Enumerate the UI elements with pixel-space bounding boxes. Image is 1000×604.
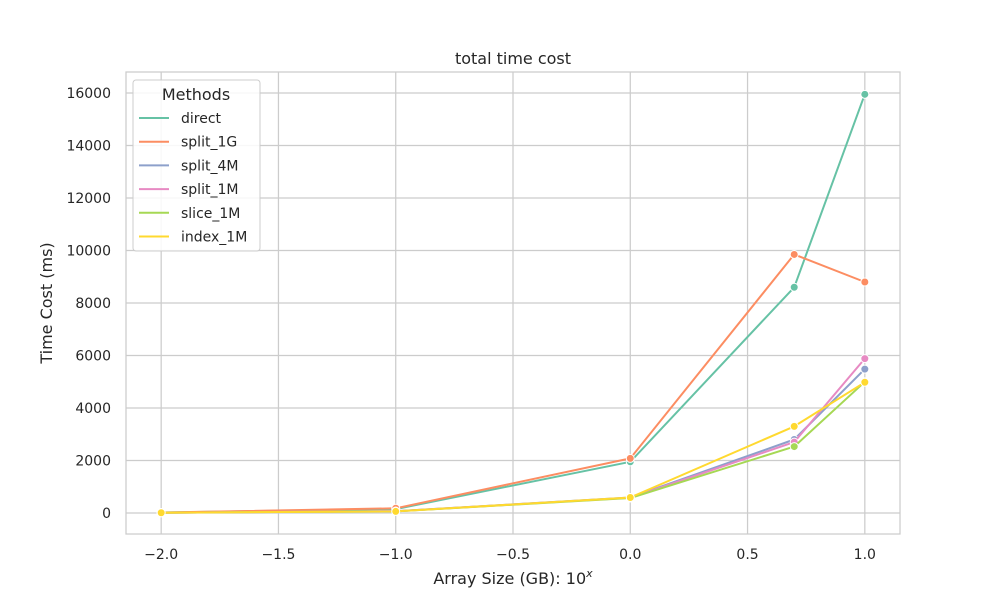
y-tick-labels: 0 2000 4000 6000 8000 10000 12000 14000 16000: [66, 86, 111, 522]
y-tick-label: 12000: [66, 191, 111, 207]
y-tick-label: 4000: [75, 401, 111, 417]
data-point: [789, 421, 799, 431]
data-point: [156, 508, 166, 518]
x-tick-label: −1.5: [261, 547, 295, 563]
y-tick-label: 8000: [75, 296, 111, 312]
x-tick-labels: −2.0 −1.5 −1.0 −0.5 0.0 0.5 1.0: [144, 547, 876, 563]
legend-label: split_1M: [181, 182, 238, 198]
legend-title: Methods: [162, 85, 230, 104]
y-tick-label: 10000: [66, 244, 111, 260]
data-point: [860, 354, 870, 364]
x-axis-title-text: Array Size (GB): 10: [433, 569, 586, 588]
data-point: [625, 493, 635, 503]
y-tick-label: 6000: [75, 349, 111, 365]
legend-label: direct: [181, 111, 222, 127]
x-tick-label: 0.0: [619, 547, 641, 563]
legend-item-split_1G: split_1G: [139, 135, 237, 151]
data-point: [625, 453, 635, 463]
data-point: [789, 442, 799, 452]
legend-box: [132, 79, 261, 252]
series-layer: [156, 89, 870, 518]
y-tick-label: 16000: [66, 86, 111, 102]
legend-label: slice_1M: [181, 206, 240, 222]
series-index_1M: [156, 377, 870, 518]
legend-item-split_1M: split_1M: [139, 182, 238, 198]
y-tick-label: 0: [102, 506, 111, 522]
data-point: [391, 506, 401, 516]
legend-item-split_4M: split_4M: [139, 158, 238, 174]
grid: [126, 72, 900, 534]
legend-label: split_4M: [181, 158, 238, 174]
legend-item-slice_1M: slice_1M: [139, 206, 240, 222]
plot-frame: [125, 71, 901, 535]
x-tick-label: −0.5: [496, 547, 530, 563]
legend-items: direct split_1G split_4M split_1M slice_1Min…: [139, 111, 247, 246]
legend-item-index_1M: index_1M: [139, 230, 247, 246]
x-axis-title-superscript: x: [585, 567, 593, 580]
legend-label: split_1G: [181, 135, 237, 151]
data-point: [860, 364, 870, 374]
data-point: [860, 89, 870, 99]
y-tick-label: 14000: [66, 139, 111, 155]
y-axis-title: Time Cost (ms): [37, 242, 56, 364]
legend-item-direct: direct: [139, 111, 222, 127]
x-tick-label: 0.5: [736, 547, 758, 563]
data-point: [789, 249, 799, 259]
x-axis-title: Array Size (GB): 10x: [433, 567, 593, 588]
data-point: [860, 277, 870, 287]
chart-title: total time cost: [455, 49, 571, 68]
data-point: [789, 282, 799, 292]
y-tick-label: 2000: [75, 454, 111, 470]
data-point: [860, 377, 870, 387]
x-tick-label: 1.0: [854, 547, 876, 563]
legend: Methods direct split_1G split_4M split_1Msl…: [132, 79, 261, 252]
x-tick-label: −1.0: [379, 547, 413, 563]
legend-label: index_1M: [181, 230, 247, 246]
x-tick-label: −2.0: [144, 547, 178, 563]
